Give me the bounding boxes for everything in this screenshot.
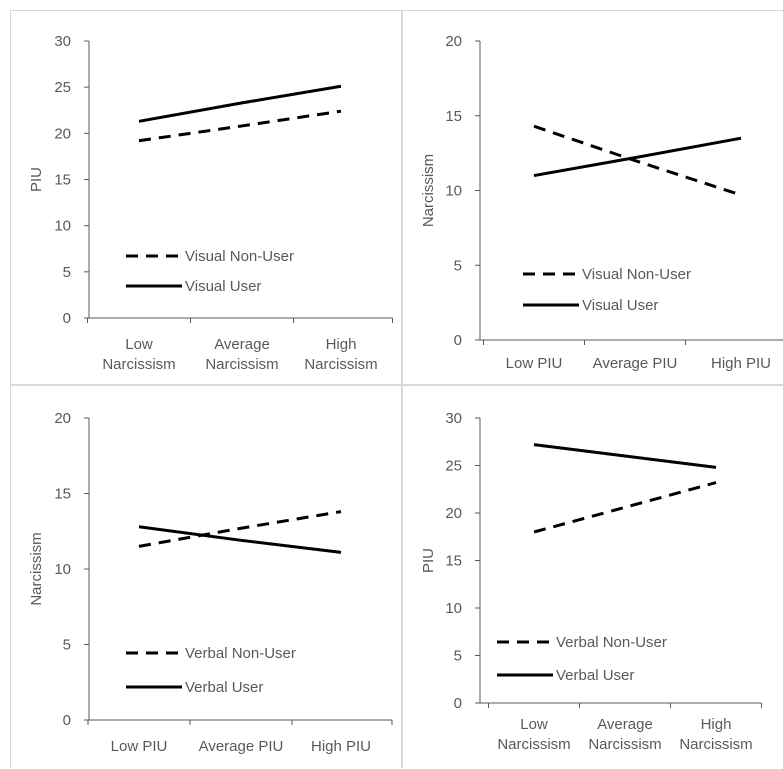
line-chart-0: 0 5 10 15 20 25 30 Low Narcissism Average Narcissi… xyxy=(28,33,393,373)
series-line-visual-user xyxy=(533,136,742,178)
chart-panel-verbal-narcissism: 0 5 10 15 20 Low PIU Average PIU High PIU Narcis… xyxy=(10,385,402,768)
series-line-verbal-non-user xyxy=(533,481,717,534)
series-line-verbal-user xyxy=(533,443,717,469)
y-tick-label: 0 xyxy=(454,332,462,349)
y-tick-label: 5 xyxy=(63,637,71,654)
y-tick-label: 5 xyxy=(454,257,462,274)
series-line-visual-non-user xyxy=(533,124,742,197)
x-tick-label: Low PIU xyxy=(506,355,563,372)
y-tick-label: 25 xyxy=(445,458,462,475)
x-tick-label: High PIU xyxy=(311,738,371,755)
legend-label-verbal-non-user: Verbal Non-User xyxy=(185,645,296,662)
y-tick-label: 15 xyxy=(54,486,71,503)
line-chart-1: 0 5 10 15 20 Low PIU Average PIU High PIU Narcis… xyxy=(420,33,783,372)
line-chart-2: 0 5 10 15 20 Low PIU Average PIU High PIU Narcis… xyxy=(28,410,393,755)
y-axis-label: Narcissism xyxy=(28,532,45,605)
y-tick-label: 0 xyxy=(63,310,71,327)
x-tick-label: Average Narcissism xyxy=(205,336,278,373)
y-tick-label: 0 xyxy=(454,695,462,712)
series-line-visual-user xyxy=(138,84,342,123)
y-tick-label: 10 xyxy=(445,600,462,617)
y-tick-label: 20 xyxy=(54,410,71,427)
y-tick-label: 10 xyxy=(445,183,462,200)
y-tick-label: 15 xyxy=(445,108,462,125)
y-tick-label: 30 xyxy=(54,33,71,50)
x-tick-label: Average PIU xyxy=(593,355,678,372)
y-tick-label: 20 xyxy=(445,33,462,50)
chart-panel-visual-narcissism: 0 5 10 15 20 Low PIU Average PIU High PIU Narcis… xyxy=(402,10,783,385)
y-tick-label: 15 xyxy=(445,553,462,570)
y-tick-label: 5 xyxy=(63,264,71,281)
y-tick-label: 30 xyxy=(445,410,462,427)
legend-label-verbal-user: Verbal User xyxy=(185,679,263,696)
x-tick-label: Low Narcissism xyxy=(102,336,175,373)
legend-label-verbal-non-user: Verbal Non-User xyxy=(556,634,667,651)
x-tick-label: Average PIU xyxy=(199,738,284,755)
y-tick-label: 10 xyxy=(54,218,71,235)
x-tick-label: Low PIU xyxy=(111,738,168,755)
y-tick-label: 20 xyxy=(54,125,71,142)
y-tick-label: 25 xyxy=(54,79,71,96)
series-line-verbal-non-user xyxy=(138,510,342,548)
chart-panel-verbal-piu: 0 5 10 15 20 25 30 Low Narcissism Average Narcissi… xyxy=(402,385,783,768)
x-tick-label: Low Narcissism xyxy=(497,716,570,753)
y-axis-label: PIU xyxy=(420,548,437,573)
y-axis-label: Narcissism xyxy=(420,154,437,227)
series-line-verbal-user xyxy=(138,525,342,554)
chart-panel-visual-piu: 0 5 10 15 20 25 30 Low Narcissism Average Narcissi… xyxy=(10,10,402,385)
x-tick-label: High Narcissism xyxy=(304,336,377,373)
x-tick-label: High PIU xyxy=(711,355,771,372)
y-tick-label: 0 xyxy=(63,712,71,729)
line-chart-3: 0 5 10 15 20 25 30 Low Narcissism Average Narcissi… xyxy=(420,410,762,753)
y-tick-label: 15 xyxy=(54,172,71,189)
legend-label-visual-user: Visual User xyxy=(582,297,658,314)
legend-label-visual-user: Visual User xyxy=(185,278,261,295)
y-tick-label: 20 xyxy=(445,505,462,522)
x-tick-label: High Narcissism xyxy=(679,716,752,753)
y-tick-label: 10 xyxy=(54,561,71,578)
y-axis-label: PIU xyxy=(28,167,45,192)
series-line-visual-non-user xyxy=(138,109,342,143)
legend-label-visual-non-user: Visual Non-User xyxy=(185,248,294,265)
legend-label-verbal-user: Verbal User xyxy=(556,667,634,684)
x-tick-label: Average Narcissism xyxy=(588,716,661,753)
legend-label-visual-non-user: Visual Non-User xyxy=(582,266,691,283)
y-tick-label: 5 xyxy=(454,648,462,665)
